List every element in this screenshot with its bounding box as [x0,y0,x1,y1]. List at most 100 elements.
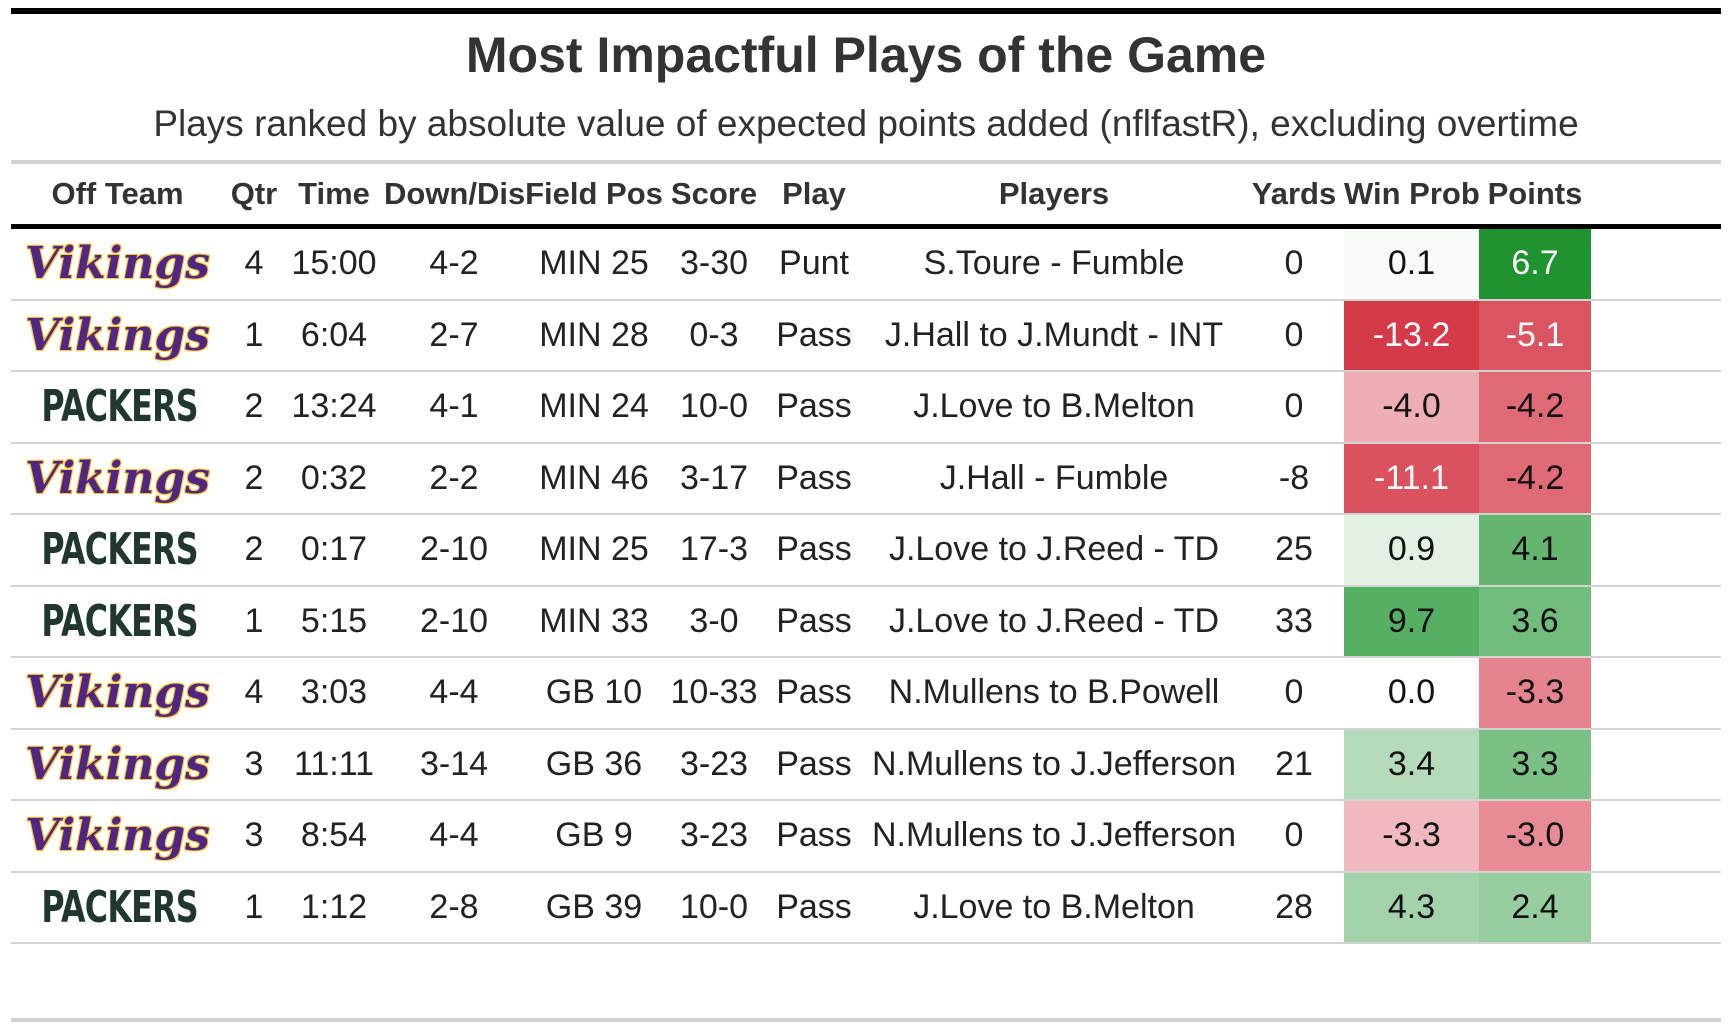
table-row: Vikings 2 0:32 2-2 MIN 46 3-17 Pass J.Hall - Fu… [11,443,1721,515]
qtr-cell: 1 [244,315,264,354]
players-cell: N.Mullens to J.Jefferson [871,744,1237,783]
points-cell: -5.1 [1479,300,1591,370]
column-header-time: Time [298,176,370,211]
qtr-cell: 4 [244,673,264,711]
field-pos-cell: GB 36 [545,744,643,783]
table-row: Vikings 1 6:04 2-7 MIN 28 0-3 Pass J.Hall to J.… [11,300,1721,372]
time-cell: 6:04 [300,315,368,354]
play-cell: Pass [776,530,852,568]
column-header-field-pos: Field Pos [525,176,663,211]
win-prob-cell: 4.3 [1344,872,1479,942]
points-cell: -4.2 [1479,372,1591,442]
vikings-logo: Vikings [11,730,224,800]
points-cell: 4.1 [1479,515,1591,585]
yards-cell: 0 [1284,816,1304,854]
column-header-yards: Yards [1251,176,1337,211]
points-cell: -4.2 [1479,443,1591,513]
packers-wordmark: PACKERS [41,595,198,647]
time-cell: 0:17 [300,530,368,568]
table-row: Vikings 3 8:54 4-4 GB 9 3-23 Pass N.Mullens to … [11,801,1721,873]
table-row: Vikings 4 3:03 4-4 GB 10 10-33 Pass N.Mullens t… [11,658,1721,730]
down-dis-cell: 4-1 [429,387,479,425]
points-cell: 3.3 [1479,729,1591,799]
table-row: PACKERS 2 13:24 4-1 MIN 24 10-0 Pass J.Love to … [11,372,1721,444]
win-prob-cell: 0.0 [1344,658,1479,728]
win-prob-cell: -3.3 [1344,801,1479,871]
time-cell: 5:15 [300,601,368,640]
field-pos-cell: MIN 33 [539,601,649,640]
points-cell: -3.0 [1479,801,1591,871]
points-cell: 2.4 [1479,872,1591,942]
score-cell: 10-0 [679,887,749,926]
qtr-cell: 3 [244,816,264,854]
column-header-points: Points [1487,176,1583,211]
vikings-wordmark: Vikings [25,667,210,718]
win-prob-cell: 3.4 [1344,729,1479,799]
column-header-qtr: Qtr [230,176,278,211]
table-bottom-rule [11,1018,1721,1022]
yards-cell: 0 [1284,387,1304,425]
yards-cell: 0 [1284,673,1304,711]
field-pos-cell: MIN 46 [539,458,649,497]
play-cell: Punt [779,244,849,282]
time-cell: 11:11 [293,744,375,783]
vikings-logo: Vikings [11,658,224,728]
table-subtitle: Plays ranked by absolute value of expect… [153,103,1579,144]
play-cell: Pass [776,816,852,854]
table-title: Most Impactful Plays of the Game [465,27,1267,83]
field-pos-cell: MIN 24 [539,387,649,425]
players-cell: S.Toure - Fumble [923,244,1185,282]
win-prob-cell: -4.0 [1344,372,1479,442]
qtr-cell: 2 [244,530,264,568]
points-cell: -3.3 [1479,658,1591,728]
table-row: Vikings 3 11:11 3-14 GB 36 3-23 Pass N.Mullens … [11,729,1721,801]
down-dis-cell: 2-7 [429,315,479,354]
packers-wordmark: PACKERS [41,381,198,432]
header-top-rule [11,160,1721,164]
time-cell: 8:54 [300,816,368,854]
play-cell: Pass [776,387,852,425]
win-prob-cell: 0.9 [1344,515,1479,585]
packers-logo: PACKERS [11,372,224,442]
score-cell: 3-23 [679,744,749,783]
vikings-logo: Vikings [11,301,224,371]
packers-wordmark: PACKERS [41,524,198,575]
win-prob-cell: -13.2 [1344,300,1479,370]
column-header-score: Score [670,176,758,211]
play-cell: Pass [776,673,852,711]
field-pos-cell: MIN 28 [539,315,649,354]
play-cell: Pass [776,744,852,783]
down-dis-cell: 4-4 [429,816,479,854]
win-prob-cell: -11.1 [1344,443,1479,513]
yards-cell: 33 [1275,601,1313,640]
column-header-off-team: Off Team [51,176,184,211]
field-pos-cell: MIN 25 [539,244,649,282]
yards-cell: 25 [1275,530,1313,568]
points-cell: 3.6 [1479,586,1591,656]
vikings-logo: Vikings [11,229,224,299]
field-pos-cell: GB 39 [545,887,643,926]
players-cell: J.Love to B.Melton [913,887,1195,926]
down-dis-cell: 2-8 [429,887,479,926]
yards-cell: 0 [1284,244,1304,282]
table-row: PACKERS 1 5:15 2-10 MIN 33 3-0 Pass J.Love to J… [11,586,1721,658]
qtr-cell: 1 [244,887,264,926]
column-header-play: Play [782,176,846,211]
players-cell: J.Hall - Fumble [939,458,1169,497]
packers-logo: PACKERS [11,587,224,657]
score-cell: 3-23 [679,816,749,854]
qtr-cell: 3 [244,744,264,783]
play-cell: Pass [776,458,852,497]
score-cell: 10-33 [670,673,758,711]
score-cell: 10-0 [679,387,749,425]
yards-cell: 0 [1284,315,1304,354]
players-cell: J.Love to B.Melton [913,387,1195,425]
play-cell: Pass [776,887,852,926]
win-prob-cell: 9.7 [1344,586,1479,656]
yards-cell: 21 [1275,744,1313,783]
players-cell: J.Love to J.Reed - TD [888,601,1220,640]
column-header-players: Players [998,176,1110,211]
packers-logo: PACKERS [11,515,224,585]
field-pos-cell: GB 9 [555,816,633,854]
qtr-cell: 2 [244,458,264,497]
